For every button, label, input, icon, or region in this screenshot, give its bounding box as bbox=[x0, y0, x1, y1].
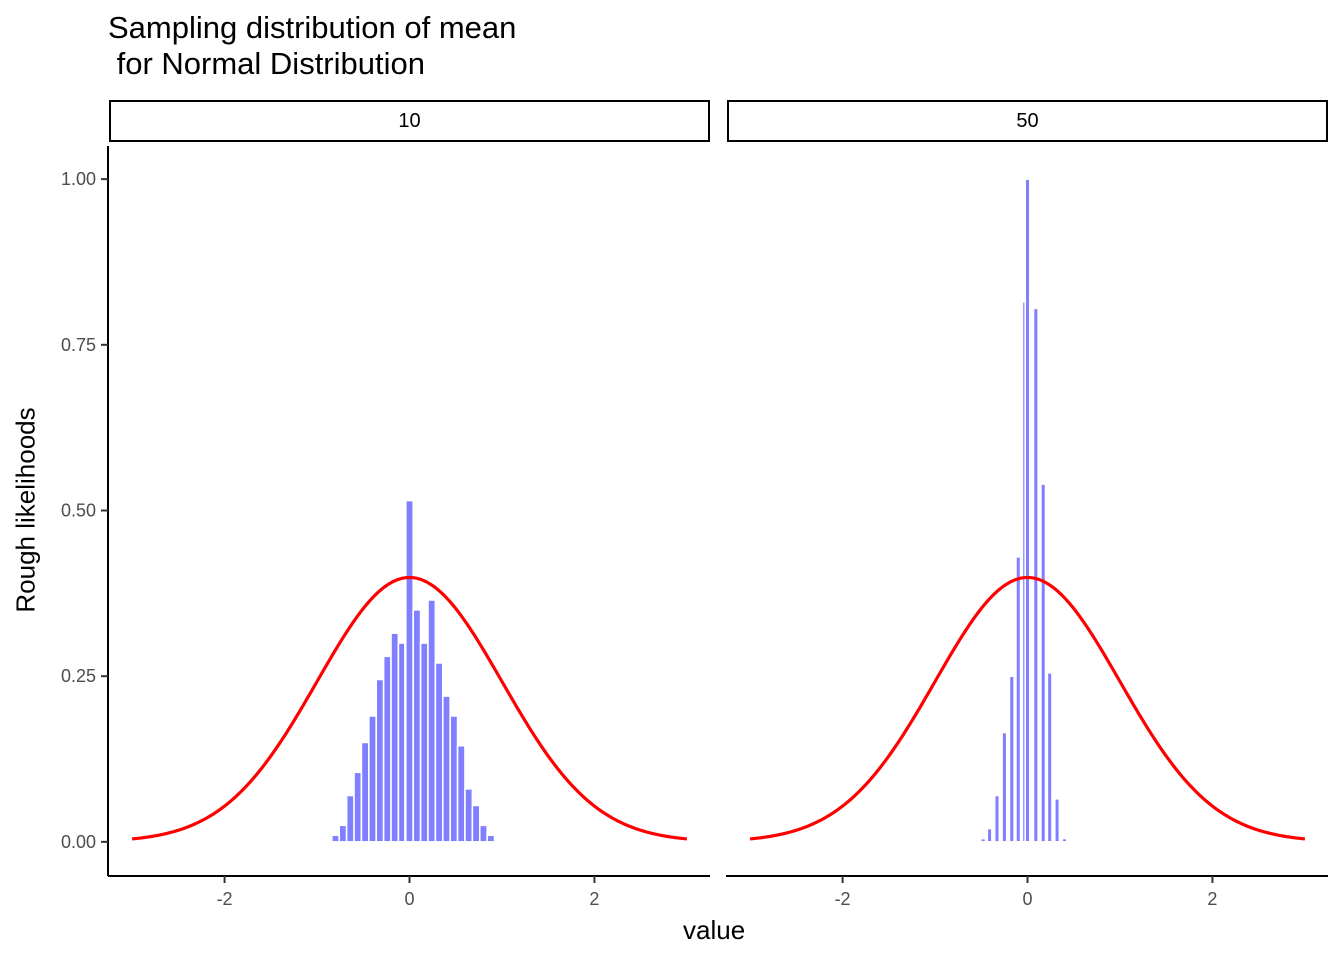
histogram-bar bbox=[345, 794, 355, 843]
y-tick-label: 0.25 bbox=[61, 666, 96, 686]
histogram-bar bbox=[353, 771, 363, 843]
histogram-bar bbox=[1046, 672, 1053, 843]
histogram-bar bbox=[986, 827, 993, 843]
histogram-bar bbox=[405, 499, 414, 843]
y-tick-label: 0.75 bbox=[61, 335, 96, 355]
histogram-bar bbox=[1053, 797, 1061, 843]
normal-density-curve bbox=[749, 575, 1306, 841]
histogram-bar bbox=[993, 794, 1001, 843]
histogram-bar bbox=[412, 609, 422, 843]
facet-strip-left: 10 bbox=[109, 100, 710, 142]
normal-density-curve bbox=[131, 575, 688, 841]
y-tick-label: 0.00 bbox=[61, 832, 96, 852]
histogram-bar bbox=[382, 655, 392, 843]
histogram-bar bbox=[368, 715, 378, 843]
x-tick-label: 0 bbox=[1022, 889, 1032, 909]
histogram-bar bbox=[419, 642, 429, 843]
histogram-bar bbox=[449, 715, 459, 843]
histogram-bar bbox=[331, 834, 341, 843]
y-tick-label: 1.00 bbox=[61, 169, 96, 189]
histogram-bar bbox=[427, 599, 437, 843]
x-tick-label: 0 bbox=[404, 889, 414, 909]
histogram-bar bbox=[1040, 483, 1047, 843]
histogram-bar bbox=[456, 744, 466, 843]
chart-title-line-2: for Normal Distribution bbox=[108, 46, 425, 81]
chart-title-line-1: Sampling distribution of mean bbox=[108, 10, 517, 45]
histogram-bar bbox=[338, 824, 348, 843]
histogram-bar bbox=[486, 834, 496, 843]
facet-strip-right: 50 bbox=[727, 100, 1328, 142]
histogram-bar bbox=[1008, 675, 1015, 843]
x-tick-label: 2 bbox=[589, 889, 599, 909]
histogram-bar bbox=[434, 662, 444, 843]
histogram-bar bbox=[441, 695, 451, 843]
histogram-bar bbox=[1024, 178, 1031, 843]
x-tick-label: -2 bbox=[835, 889, 851, 909]
histogram-bar bbox=[375, 678, 385, 843]
y-axis-title: Rough likelihoods bbox=[10, 407, 41, 613]
histogram-bar bbox=[471, 804, 481, 843]
x-tick-label: -2 bbox=[217, 889, 233, 909]
y-tick-label: 0.50 bbox=[61, 501, 96, 521]
x-tick-label: 2 bbox=[1207, 889, 1217, 909]
histogram-bar bbox=[1015, 556, 1022, 843]
histogram-bar bbox=[478, 824, 488, 843]
histogram-bar bbox=[464, 788, 474, 843]
x-axis-title: value bbox=[683, 915, 746, 945]
histogram-bar bbox=[360, 741, 370, 843]
histogram-bar bbox=[1061, 837, 1068, 843]
histogram-bar bbox=[390, 632, 400, 843]
histogram-bar bbox=[1032, 307, 1039, 843]
histogram-bar bbox=[980, 837, 987, 843]
histogram-bar bbox=[1001, 731, 1008, 843]
